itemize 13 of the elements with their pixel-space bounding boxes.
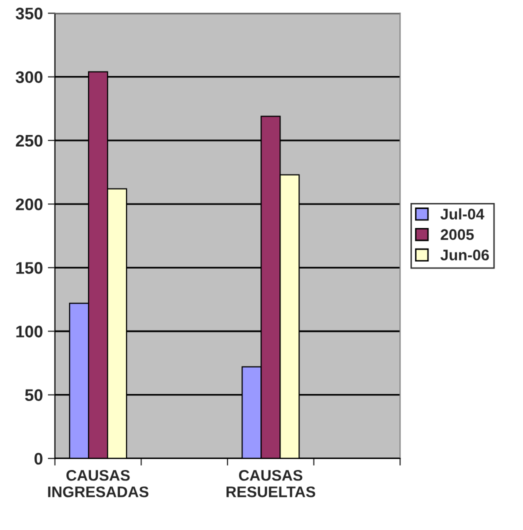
legend-label: Jul-04 — [440, 208, 484, 220]
y-tick-label: 300 — [16, 71, 42, 84]
x-tick-label: CAUSAS INGRESADAS — [48, 470, 148, 498]
y-tick-label: 50 — [25, 389, 42, 402]
legend-label: Jun-06 — [440, 250, 489, 260]
y-tick-label: 0 — [34, 452, 42, 465]
y-tick-label: 250 — [16, 134, 42, 147]
y-tick-label: 350 — [16, 8, 42, 20]
y-tick-label: 100 — [16, 326, 42, 338]
x-tick-label: CAUSAS RESUELTAS — [226, 470, 316, 498]
y-tick-label: 150 — [16, 262, 42, 274]
y-tick-label: 200 — [16, 198, 42, 210]
legend-label: 2005 — [440, 229, 474, 240]
